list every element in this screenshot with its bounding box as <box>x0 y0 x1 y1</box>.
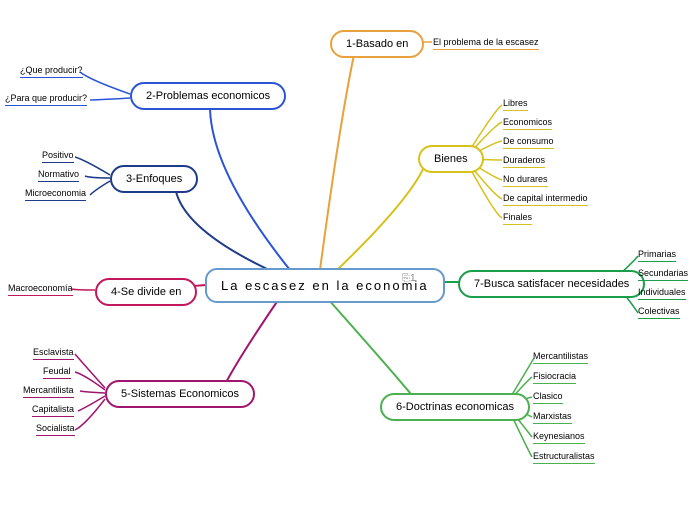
leaf-5a[interactable]: Esclavista <box>33 347 74 360</box>
branch-5[interactable]: 5-Sistemas Economicos <box>105 380 255 408</box>
leaf-bg[interactable]: Finales <box>503 212 532 225</box>
leaf-7d[interactable]: Colectivas <box>638 306 680 319</box>
branch-4[interactable]: 4-Se divide en <box>95 278 197 306</box>
leaf-5b[interactable]: Feudal <box>43 366 71 379</box>
leaf-1a[interactable]: El problema de la escasez <box>433 37 539 50</box>
branch-bienes[interactable]: Bienes <box>418 145 484 173</box>
leaf-4a[interactable]: Macroeconomía <box>8 283 73 296</box>
leaf-5e[interactable]: Socialista <box>36 423 75 436</box>
leaf-2b[interactable]: ¿Para que producir? <box>5 93 87 106</box>
branch-7[interactable]: 7-Busca satisfacer necesidades <box>458 270 645 298</box>
leaf-3c[interactable]: Microeconomia <box>25 188 86 201</box>
leaf-6c[interactable]: Clasico <box>533 391 563 404</box>
note-icon[interactable]: ⎘1 <box>402 273 416 284</box>
leaf-7b[interactable]: Secundarias <box>638 268 688 281</box>
leaf-bd[interactable]: Duraderos <box>503 155 545 168</box>
leaf-6a[interactable]: Mercantilistas <box>533 351 588 364</box>
leaf-bb[interactable]: Economicos <box>503 117 552 130</box>
leaf-6f[interactable]: Estructuralistas <box>533 451 595 464</box>
leaf-5d[interactable]: Capitalista <box>32 404 74 417</box>
leaf-3b[interactable]: Normativo <box>38 169 79 182</box>
leaf-3a[interactable]: Positivo <box>42 150 74 163</box>
leaf-2a[interactable]: ¿Que producir? <box>20 65 83 78</box>
mindmap-connections <box>0 0 696 520</box>
leaf-be[interactable]: No durares <box>503 174 548 187</box>
leaf-6d[interactable]: Marxistas <box>533 411 572 424</box>
branch-1[interactable]: 1-Basado en <box>330 30 424 58</box>
branch-3[interactable]: 3-Enfoques <box>110 165 198 193</box>
leaf-7c[interactable]: Individuales <box>638 287 686 300</box>
branch-6[interactable]: 6-Doctrinas economicas <box>380 393 530 421</box>
leaf-7a[interactable]: Primarias <box>638 249 676 262</box>
branch-2[interactable]: 2-Problemas economicos <box>130 82 286 110</box>
leaf-ba[interactable]: Libres <box>503 98 528 111</box>
leaf-bf[interactable]: De capital intermedio <box>503 193 588 206</box>
leaf-6b[interactable]: Fisiocracia <box>533 371 576 384</box>
leaf-bc[interactable]: De consumo <box>503 136 554 149</box>
leaf-6e[interactable]: Keynesianos <box>533 431 585 444</box>
leaf-5c[interactable]: Mercantilista <box>23 385 74 398</box>
